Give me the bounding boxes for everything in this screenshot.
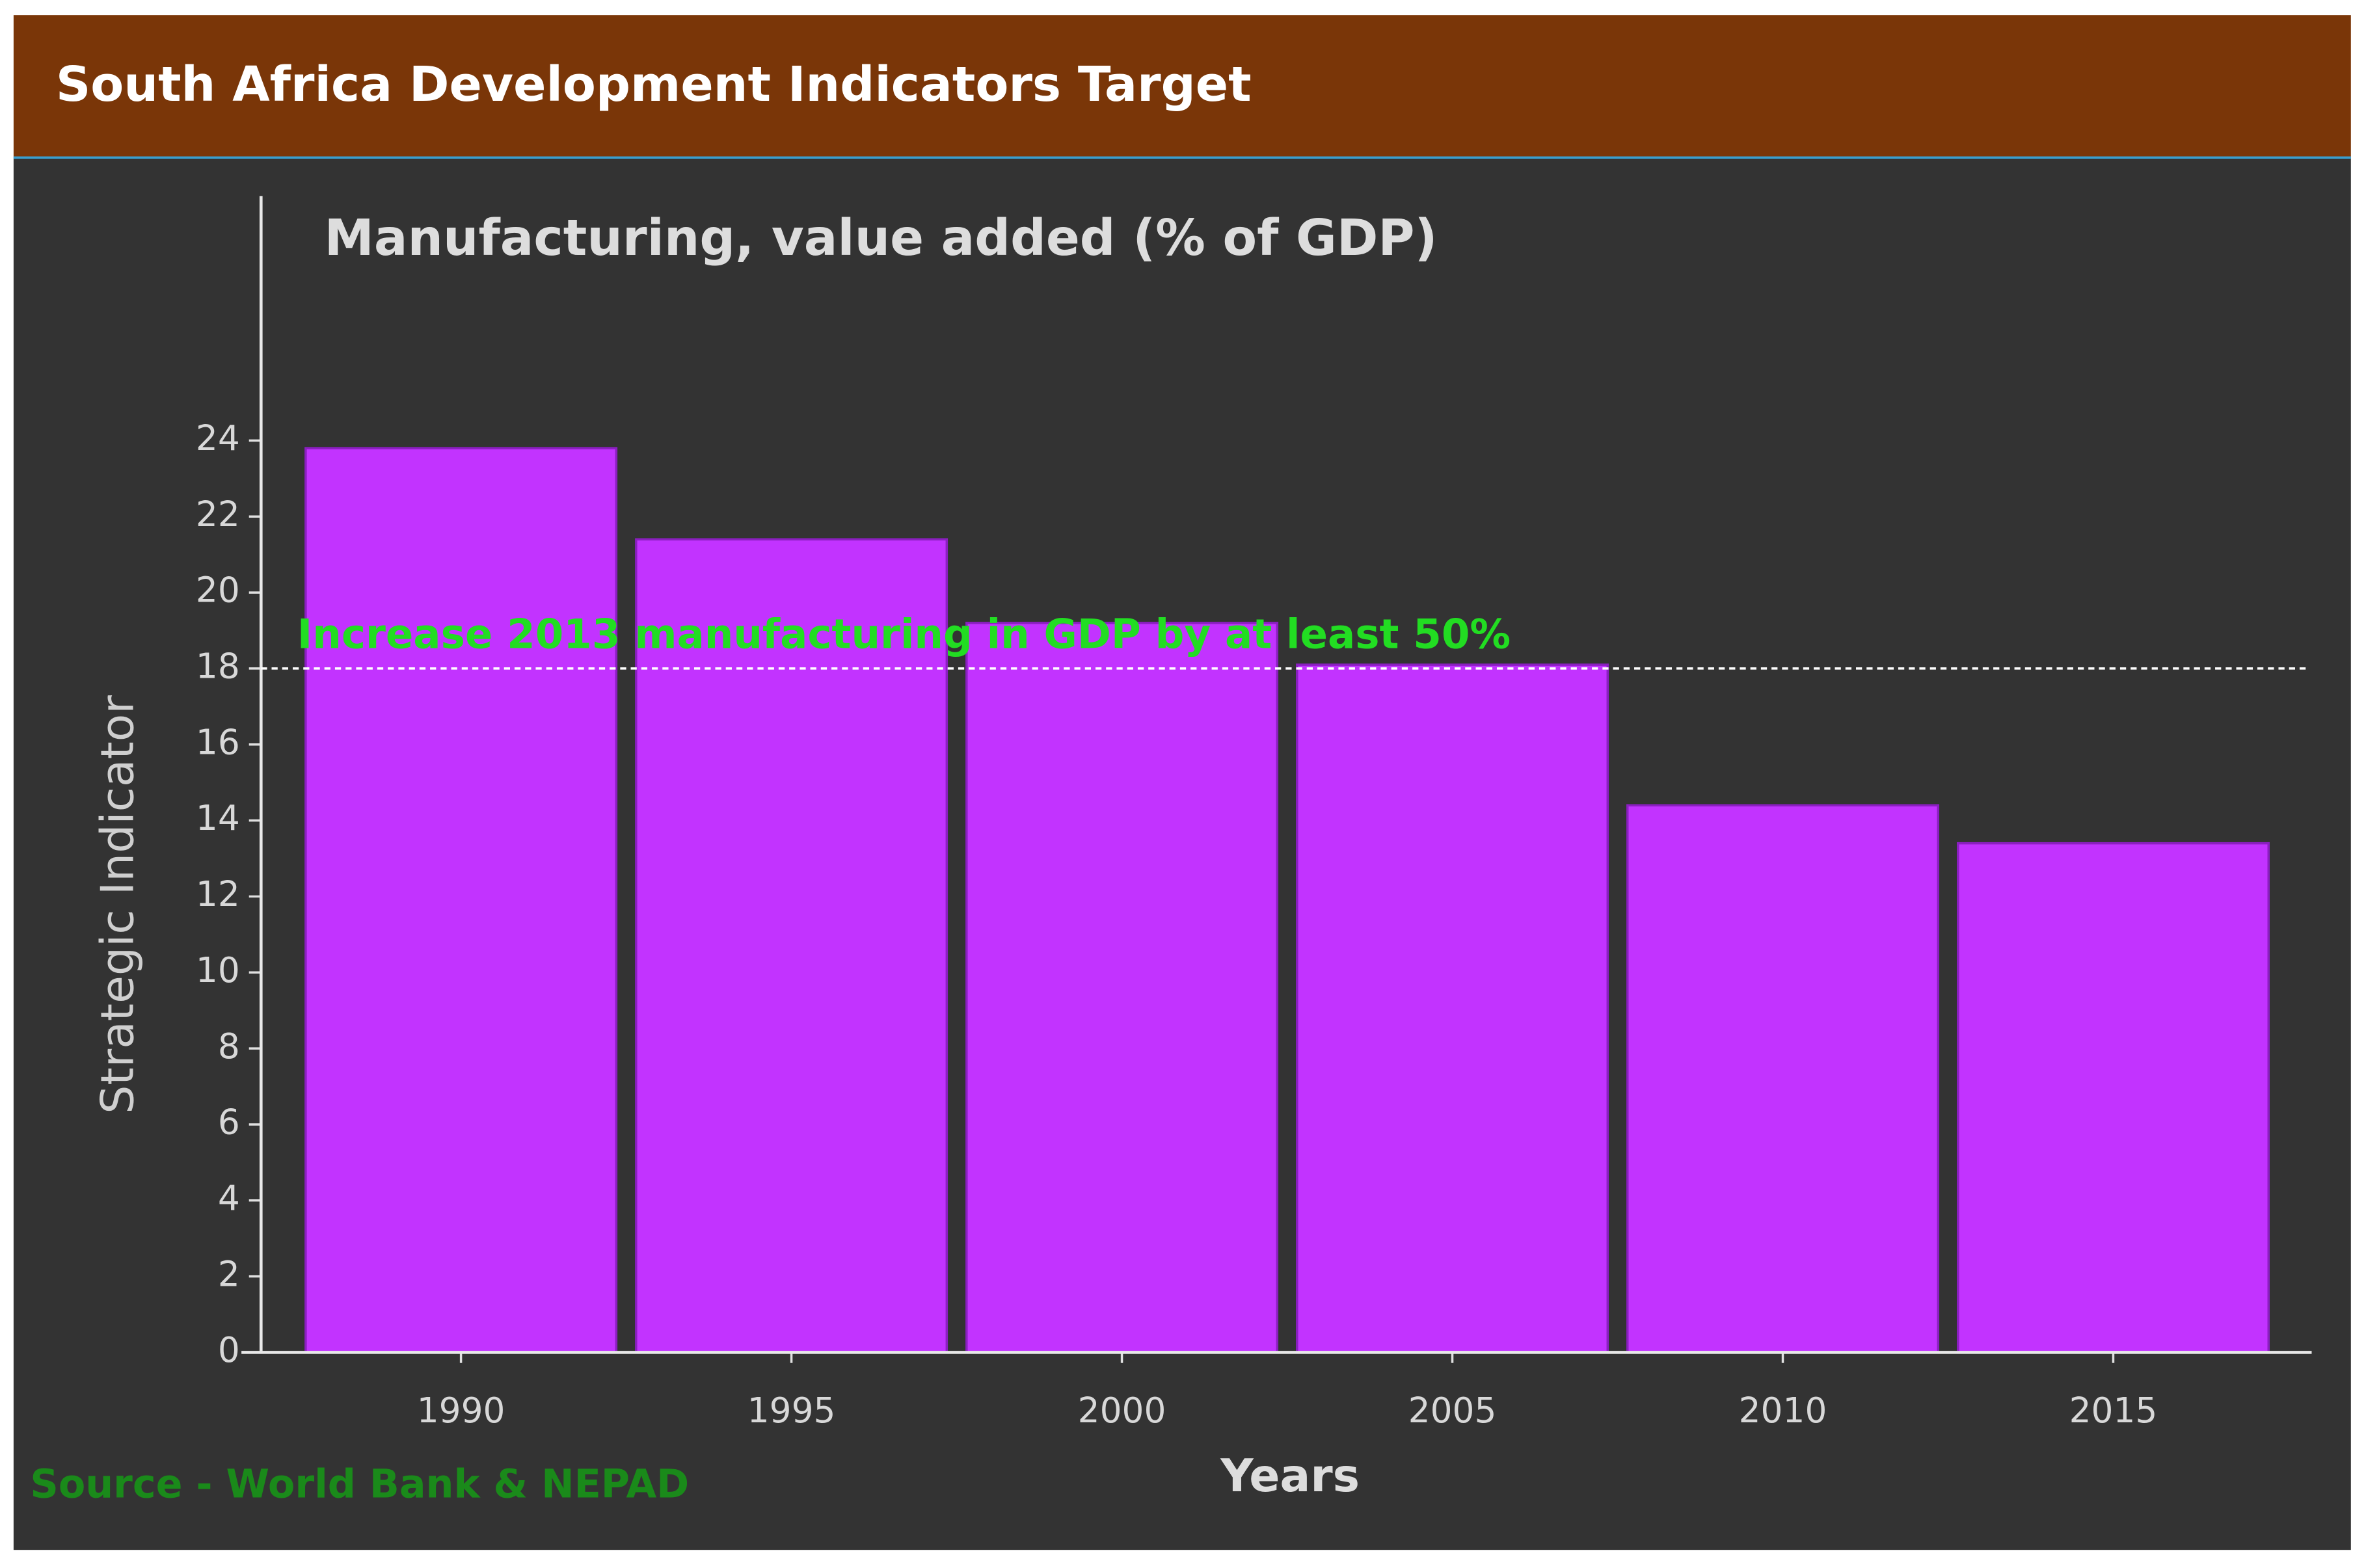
y-tick-label: 22 xyxy=(196,494,240,535)
target-label: Increase 2013 manufacturing in GDP by at… xyxy=(297,610,1511,658)
bar xyxy=(1956,842,2270,1354)
bar xyxy=(1296,663,1609,1354)
x-tick-label: 1995 xyxy=(747,1390,836,1431)
y-axis-label: Strategic Indicator xyxy=(92,695,144,1114)
y-tick-label: 24 xyxy=(196,418,240,458)
x-tick-label: 2005 xyxy=(1408,1390,1497,1431)
y-tick-label: 16 xyxy=(196,721,240,762)
x-tick-label: 2010 xyxy=(1739,1390,1827,1431)
y-tick-label: 4 xyxy=(218,1177,240,1218)
y-tick-label: 10 xyxy=(196,950,240,990)
x-tick-label: 2000 xyxy=(1078,1390,1166,1431)
y-tick-label: 20 xyxy=(196,570,240,611)
header-title: South Africa Development Indicators Targ… xyxy=(56,57,1252,113)
x-axis-label: Years xyxy=(1220,1450,1360,1502)
bar xyxy=(635,538,948,1354)
y-tick-label: 2 xyxy=(218,1253,240,1294)
bar xyxy=(965,622,1279,1354)
y-tick-label: 12 xyxy=(196,873,240,914)
x-tick-label: 1990 xyxy=(417,1390,505,1431)
y-tick-label: 18 xyxy=(196,646,240,687)
y-tick-label: 0 xyxy=(218,1329,240,1370)
y-tick-label: 8 xyxy=(218,1026,240,1067)
source: Source - World Bank & NEPAD xyxy=(30,1461,689,1507)
header-bar xyxy=(13,15,2351,157)
y-tick-label: 6 xyxy=(218,1102,240,1143)
chart-title: Manufacturing, value added (% of GDP) xyxy=(325,209,1438,267)
bar xyxy=(1626,804,1939,1354)
y-tick-label: 14 xyxy=(196,797,240,838)
x-tick-label: 2015 xyxy=(2069,1390,2158,1431)
bar xyxy=(304,447,618,1354)
